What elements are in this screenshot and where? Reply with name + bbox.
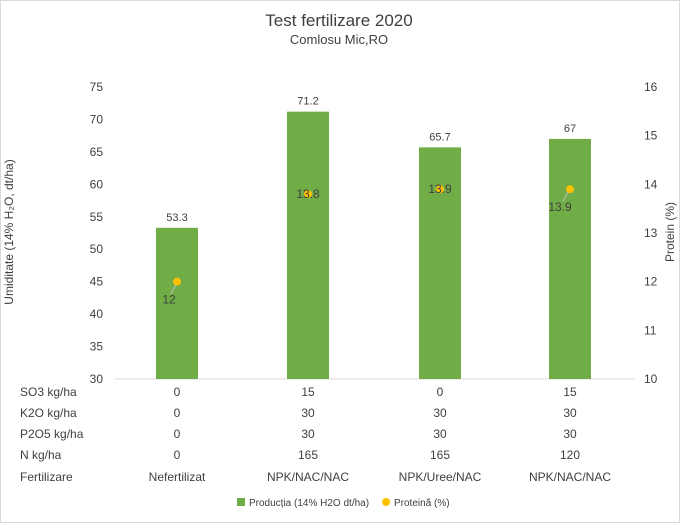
chart-title: Test fertilizare 2020 <box>265 11 412 30</box>
table-row-label: Fertilizare <box>20 470 73 484</box>
y2-axis-label: Protein (%) <box>663 202 677 262</box>
bar-series: 53.3 71.2 65.7 67 <box>156 96 591 379</box>
y2-tick-label: 15 <box>644 129 658 143</box>
table-cell: 165 <box>298 448 318 462</box>
table-cell: 30 <box>301 427 315 441</box>
bar-value-label: 67 <box>564 123 576 135</box>
table-row-label: K2O kg/ha <box>20 406 77 420</box>
legend-bar-swatch <box>237 498 245 506</box>
table-cell: 30 <box>433 406 447 420</box>
table-cell: 0 <box>174 448 181 462</box>
legend-point-swatch <box>382 498 390 506</box>
protein-value-label: 13.9 <box>428 182 452 196</box>
y2-tick-label: 13 <box>644 226 658 240</box>
table-row-label: SO3 kg/ha <box>20 385 77 399</box>
y-tick-label: 30 <box>90 372 104 386</box>
y-tick-label: 50 <box>90 242 104 256</box>
chart-subtitle: Comlosu Mic,RO <box>290 32 388 47</box>
y-tick-label: 55 <box>90 210 104 224</box>
bar-value-label: 65.7 <box>429 131 450 143</box>
table-cell: 15 <box>563 385 577 399</box>
legend-bar-label: Producția (14% H2O dt/ha) <box>249 498 369 509</box>
table-cell: NPK/Uree/NAC <box>399 470 482 484</box>
y2-tick-label: 11 <box>644 323 657 337</box>
table-cell: NPK/NAC/NAC <box>529 470 611 484</box>
y2-tick-label: 16 <box>644 80 658 94</box>
bar <box>287 111 329 379</box>
table-row-label: N kg/ha <box>20 448 62 462</box>
protein-label-leader <box>170 284 177 294</box>
table-cell: 0 <box>437 385 444 399</box>
protein-series: 12 13.8 13.9 13.9 <box>162 182 574 307</box>
y-tick-label: 45 <box>90 275 104 289</box>
y-tick-label: 65 <box>90 145 104 159</box>
y-axis-label: Umiditate (14% H₂O, dt/ha) <box>2 159 16 304</box>
table-cell: 165 <box>430 448 450 462</box>
bar-value-label: 71.2 <box>297 96 318 108</box>
data-table: SO3 kg/ha 0 15 0 15 K2O kg/ha 0 30 30 30 P2O5 kg/h… <box>20 385 611 484</box>
protein-value-label: 12 <box>162 293 176 307</box>
bar-value-label: 53.3 <box>166 212 187 224</box>
y-tick-label: 70 <box>90 112 104 126</box>
table-cell: 30 <box>563 406 577 420</box>
table-cell: 15 <box>301 385 315 399</box>
y2-axis-ticks: 10 11 12 13 14 15 16 <box>644 80 658 386</box>
table-cell: 30 <box>433 427 447 441</box>
legend-point-label: Proteină (%) <box>394 498 450 509</box>
y-axis-ticks: 30 35 40 45 50 55 60 65 70 75 <box>90 80 104 386</box>
table-cell: 30 <box>563 427 577 441</box>
protein-label-leader <box>562 191 569 202</box>
protein-value-label: 13.8 <box>296 187 320 201</box>
y2-tick-label: 14 <box>644 177 658 191</box>
protein-point <box>436 185 444 194</box>
y-tick-label: 35 <box>90 340 104 354</box>
protein-point <box>173 277 181 286</box>
table-cell: 30 <box>301 406 315 420</box>
table-cell: NPK/NAC/NAC <box>267 470 349 484</box>
y2-tick-label: 10 <box>644 372 658 386</box>
table-cell: 0 <box>174 385 181 399</box>
bar <box>156 227 198 379</box>
protein-point <box>566 185 574 194</box>
protein-value-label: 13.9 <box>548 200 572 214</box>
y-tick-label: 60 <box>90 177 104 191</box>
table-cell: 120 <box>560 448 580 462</box>
table-row-label: P2O5 kg/ha <box>20 427 84 441</box>
bar <box>549 138 591 379</box>
table-cell: Nefertilizat <box>149 470 206 484</box>
table-cell: 0 <box>174 427 181 441</box>
y-tick-label: 75 <box>90 80 104 94</box>
y2-tick-label: 12 <box>644 275 658 289</box>
y-tick-label: 40 <box>90 307 104 321</box>
protein-point <box>304 190 312 199</box>
legend: Producția (14% H2O dt/ha) Proteină (%) <box>237 498 450 509</box>
table-cell: 0 <box>174 406 181 420</box>
